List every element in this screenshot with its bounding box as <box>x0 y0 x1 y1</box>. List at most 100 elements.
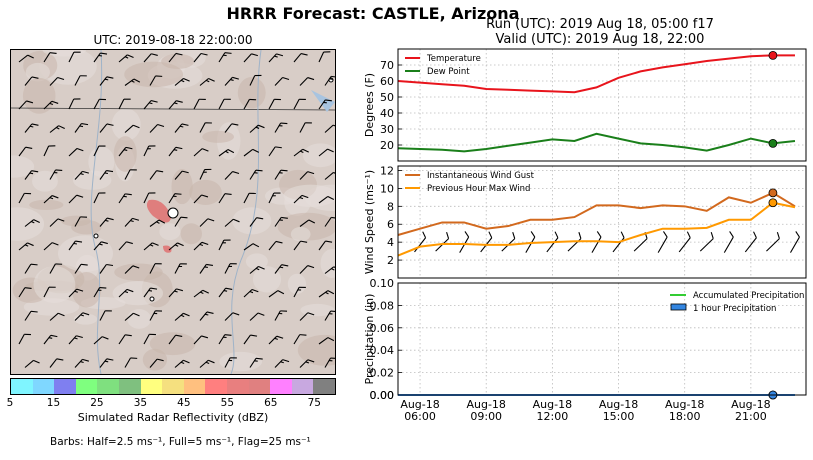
terrain-shade <box>297 334 335 366</box>
terrain-shade <box>202 130 235 143</box>
wind-barb <box>249 312 265 321</box>
reflectivity-echo <box>146 199 171 223</box>
wind-barb <box>18 100 34 110</box>
wind-barb <box>18 192 32 204</box>
terrain-shade <box>25 62 50 82</box>
wind-barb <box>193 52 208 63</box>
wind-barb <box>299 122 312 133</box>
wind-barb <box>174 359 190 368</box>
x-tick-label: Aug-18 <box>533 398 572 411</box>
terrain-shade <box>252 266 282 293</box>
wind-barb <box>293 286 306 298</box>
y-tick-label: 0.04 <box>370 344 395 357</box>
wind-barb <box>24 170 39 180</box>
wind-barb <box>168 146 183 157</box>
wind-barb <box>118 241 133 251</box>
y-tick-label: 30 <box>380 123 394 136</box>
y-axis-label: Wind Speed (ms⁻¹) <box>363 170 376 274</box>
legend-label: Temperature <box>426 54 481 64</box>
wind-barb <box>199 218 215 227</box>
wind-barb <box>324 171 335 180</box>
main-title: HRRR Forecast: CASTLE, Arizona <box>226 4 520 23</box>
site-marker <box>93 233 99 239</box>
wind-barb <box>546 231 559 253</box>
colorbar-swatch <box>205 379 227 394</box>
radar-map[interactable] <box>10 49 336 375</box>
wind-barb <box>99 169 114 180</box>
wind-barb <box>293 240 308 251</box>
wind-barb <box>699 232 714 252</box>
y-tick-label: 40 <box>380 107 394 120</box>
wind-barb <box>74 216 88 227</box>
plot-frame <box>397 48 807 162</box>
wind-barb <box>43 242 59 251</box>
x-tick-label: Aug-18 <box>466 398 505 411</box>
wind-barb <box>93 287 107 298</box>
wind-barb <box>218 193 232 204</box>
series-line <box>397 132 796 153</box>
colorbar-tick-label: 35 <box>133 397 148 409</box>
terrain-shade <box>33 266 76 304</box>
terrain-shade <box>232 207 272 235</box>
y-axis-label: Degrees (F) <box>363 73 376 137</box>
wind-barb <box>274 169 288 180</box>
terrain-shade <box>219 351 263 372</box>
terrain-shade <box>237 76 266 109</box>
terrain-shade <box>71 272 102 308</box>
wind-barb <box>143 100 158 110</box>
wind-barb <box>274 359 290 368</box>
chart-panel: 0.000.020.040.060.080.100.00Precipitatio… <box>363 277 807 402</box>
colorbar-swatch <box>11 379 33 394</box>
map-time-label: UTC: 2019-08-18 22:00:00 <box>93 33 253 47</box>
wind-barb <box>43 334 58 345</box>
wind-barb <box>268 98 281 110</box>
wind-barb <box>99 123 114 133</box>
wind-barb <box>49 169 63 180</box>
wind-barb <box>168 288 184 298</box>
wind-barb <box>199 168 212 180</box>
wind-barb <box>68 288 84 298</box>
colorbar-swatch <box>162 379 184 394</box>
wind-barb <box>99 310 112 321</box>
y-tick-label: 0.02 <box>370 367 395 380</box>
map-canvas <box>11 50 335 374</box>
wind-barb <box>243 53 258 63</box>
wind-barb <box>299 219 316 227</box>
wind-barb <box>143 192 156 204</box>
wind-barb <box>93 241 108 251</box>
wind-barb <box>99 217 114 227</box>
wind-barb <box>143 242 159 251</box>
wind-barb <box>49 218 65 227</box>
wind-barb <box>118 288 134 298</box>
wind-barb <box>93 98 106 110</box>
wind-barb <box>249 169 263 180</box>
wind-barb <box>249 124 265 133</box>
wind-barb <box>249 217 264 227</box>
lake <box>311 90 335 112</box>
wind-barb <box>224 263 237 274</box>
wind-barb <box>93 336 109 345</box>
wind-barb <box>149 123 165 133</box>
wind-barb <box>249 357 263 368</box>
wind-barb <box>74 263 88 274</box>
x-tick-label: Aug-18 <box>665 398 704 411</box>
y-tick-label: 70 <box>380 59 394 72</box>
legend-swatch <box>670 303 687 311</box>
wind-barb <box>118 98 131 110</box>
colorbar-swatch <box>54 379 76 394</box>
wind-barb <box>124 217 140 227</box>
terrain-shade <box>142 348 168 371</box>
wind-barb <box>324 75 335 86</box>
wind-barb <box>293 98 306 110</box>
wind-barb <box>324 216 335 227</box>
terrain-shade <box>290 226 311 242</box>
wind-barb <box>168 334 183 345</box>
wind-barb <box>74 75 87 86</box>
y-tick-label: 6 <box>387 218 394 231</box>
wind-barb <box>293 194 309 204</box>
colorbar-swatch <box>270 379 292 394</box>
colorbar-swatch <box>75 379 98 394</box>
wind-barb <box>193 98 206 110</box>
terrain-shade <box>287 273 307 295</box>
